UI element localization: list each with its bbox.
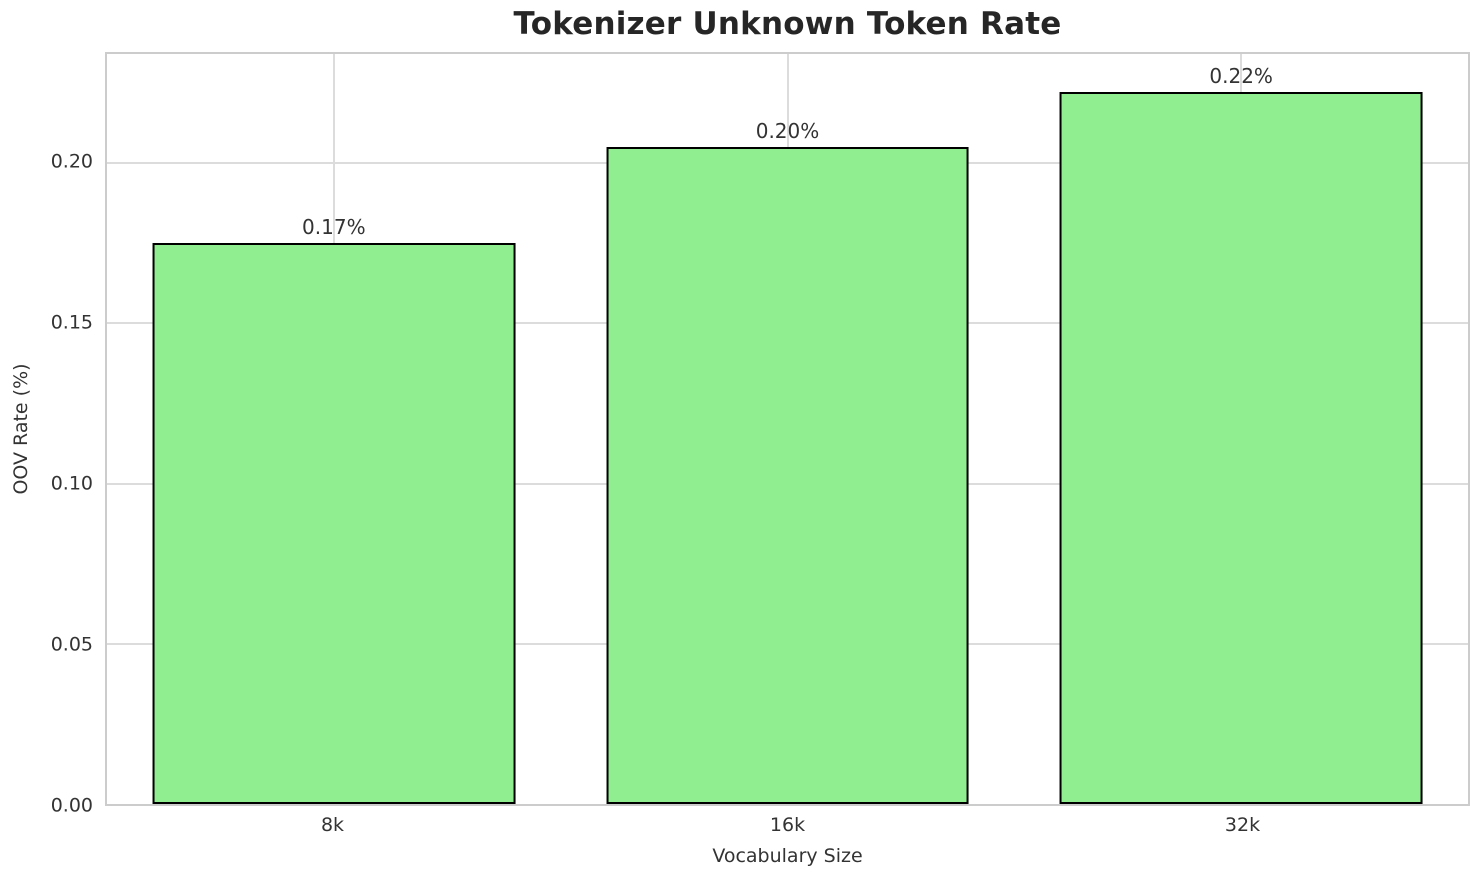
- x-axis-ticks: 8k 16k 32k: [105, 812, 1470, 840]
- bar-8k: [152, 243, 516, 804]
- y-axis-ticks: 0.00 0.05 0.10 0.15 0.20: [0, 52, 93, 815]
- x-tick-label: 32k: [1224, 814, 1261, 836]
- bar-value-label: 0.20%: [755, 118, 820, 143]
- y-axis-label: OOV Rate (%): [10, 363, 32, 495]
- y-tick-label: 0.10: [50, 472, 93, 495]
- x-tick-label: 16k: [769, 814, 806, 836]
- x-axis-label: Vocabulary Size: [712, 845, 863, 867]
- x-tick-label: 8k: [320, 814, 345, 836]
- bar-value-label: 0.22%: [1209, 64, 1273, 89]
- bar-value-label: 0.17%: [302, 215, 366, 240]
- bar-16k: [606, 146, 969, 804]
- chart-title: Tokenizer Unknown Token Rate: [513, 6, 1062, 42]
- bar-32k: [1059, 92, 1423, 804]
- plot-area: 0.17% 0.20% 0.22%: [105, 52, 1470, 806]
- y-tick-label: 0.20: [50, 150, 93, 173]
- y-tick-label: 0.00: [50, 794, 93, 817]
- y-tick-label: 0.05: [50, 633, 93, 656]
- y-tick-label: 0.15: [50, 311, 93, 334]
